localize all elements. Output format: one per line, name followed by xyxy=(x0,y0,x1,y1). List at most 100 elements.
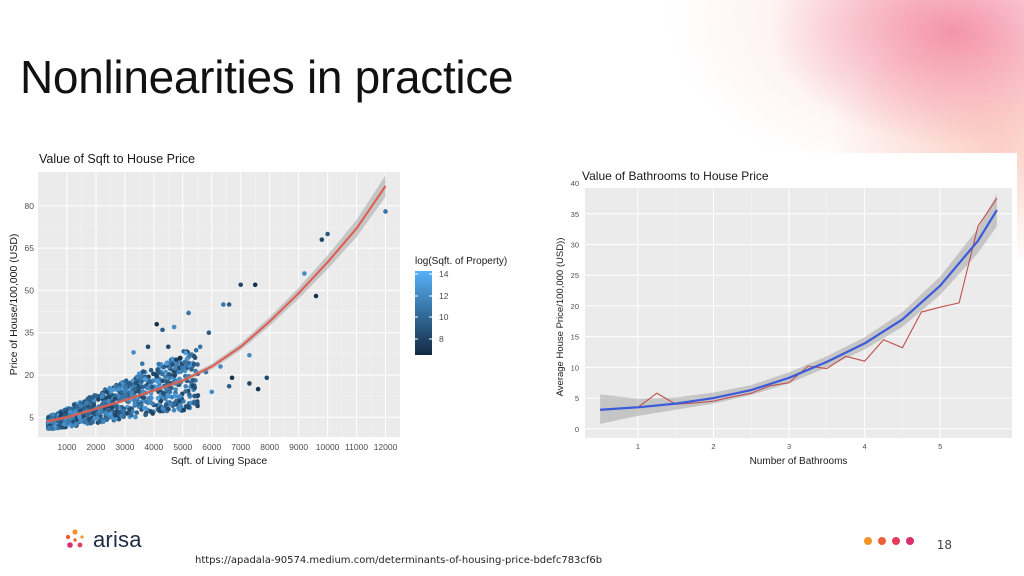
scatter-point xyxy=(121,408,126,414)
accent-dot xyxy=(864,537,872,545)
y-tick-label: 65 xyxy=(25,243,35,253)
scatter-point xyxy=(123,385,128,390)
scatter-point xyxy=(91,402,97,407)
scatter-point xyxy=(78,418,83,424)
scatter-point xyxy=(101,419,106,424)
scatter-point xyxy=(106,398,111,404)
x-tick-label: 12000 xyxy=(374,442,398,452)
slide-title: Nonlinearities in practice xyxy=(20,51,514,103)
x-tick-label: 4000 xyxy=(144,442,163,452)
x-tick-label: 9000 xyxy=(289,442,308,452)
scatter-point xyxy=(191,353,197,359)
scatter-point xyxy=(49,426,55,431)
scatter-point xyxy=(107,411,113,417)
scatter-point xyxy=(96,397,101,402)
y-tick-label: 40 xyxy=(571,179,579,188)
legend-tick-label: 10 xyxy=(439,312,449,322)
scatter-point xyxy=(195,403,200,409)
x-axis-title: Number of Bathrooms xyxy=(750,456,848,465)
scatter-point xyxy=(133,414,138,420)
x-tick-label: 3 xyxy=(787,442,791,451)
scatter-point xyxy=(195,393,201,398)
scatter-point xyxy=(166,406,171,412)
scatter-point xyxy=(172,392,178,398)
scatter-point xyxy=(173,387,178,392)
scatter-point xyxy=(131,350,136,355)
scatter-point xyxy=(159,371,165,377)
scatter-point xyxy=(182,368,188,374)
scatter-point xyxy=(89,395,95,400)
accent-dot xyxy=(892,537,900,545)
scatter-point xyxy=(171,407,177,413)
scatter-point xyxy=(58,410,64,416)
scatter-point xyxy=(226,383,232,389)
scatter-point xyxy=(313,293,319,299)
y-tick-label: 0 xyxy=(575,425,579,434)
sqft-price-chart: Value of Sqft to House Price 1000 2000 3000… xyxy=(0,145,530,475)
y-tick-label: 50 xyxy=(25,285,35,295)
scatter-point xyxy=(325,231,330,237)
scatter-point xyxy=(122,389,127,394)
scatter-point xyxy=(102,399,107,405)
y-tick-label: 30 xyxy=(571,241,579,250)
scatter-point xyxy=(193,347,199,353)
scatter-point xyxy=(98,408,104,413)
scatter-point xyxy=(172,366,178,371)
x-tick-label: 1 xyxy=(636,442,640,451)
scatter-point xyxy=(172,373,177,378)
scatter-point xyxy=(192,401,197,406)
y-tick-label: 5 xyxy=(575,394,579,403)
x-tick-label: 8000 xyxy=(260,442,279,452)
scatter-point xyxy=(99,394,105,399)
legend-tick-label: 14 xyxy=(439,269,449,279)
scatter-point xyxy=(178,402,183,408)
scatter-point xyxy=(164,361,169,366)
scatter-point xyxy=(74,421,79,427)
scatter-point xyxy=(247,381,252,386)
scatter-point xyxy=(95,415,100,421)
scatter-point xyxy=(114,409,120,414)
scatter-point xyxy=(127,382,133,387)
plot-panel xyxy=(585,188,1012,438)
scatter-point xyxy=(190,383,196,389)
x-axis-title: Sqft. of Living Space xyxy=(171,455,267,467)
scatter-point xyxy=(138,402,144,408)
scatter-point xyxy=(145,344,151,350)
scatter-point xyxy=(112,396,118,401)
scatter-point xyxy=(255,386,261,392)
scatter-point xyxy=(264,375,270,381)
scatter-point xyxy=(156,361,161,367)
scatter-point xyxy=(166,344,171,350)
scatter-point xyxy=(116,386,122,392)
scatter-point xyxy=(103,410,109,416)
scatter-point xyxy=(160,378,166,384)
scatter-point xyxy=(134,410,140,415)
scatter-point xyxy=(252,282,258,288)
x-tick-label: 5 xyxy=(938,442,942,451)
scatter-point xyxy=(209,389,215,395)
logo-text: arisa xyxy=(93,527,142,552)
scatter-point xyxy=(139,376,144,381)
scatter-point xyxy=(383,209,388,214)
scatter-point xyxy=(165,392,170,398)
accent-dot xyxy=(878,537,886,545)
scatter-point xyxy=(141,369,146,374)
scatter-point xyxy=(136,388,141,394)
scatter-point xyxy=(77,414,82,420)
scatter-point xyxy=(177,355,183,361)
gridlines xyxy=(585,188,1012,438)
scatter-point xyxy=(65,420,71,425)
x-tick-label: 5000 xyxy=(173,442,192,452)
x-tick-label: 1000 xyxy=(57,442,76,452)
scatter-point xyxy=(147,379,152,384)
scatter-point xyxy=(133,380,139,386)
x-tick-label: 7000 xyxy=(231,442,250,452)
scatter-point xyxy=(129,412,134,418)
scatter-point xyxy=(136,384,141,390)
sqft-price-chart-svg: Value of Sqft to House Price 1000 2000 3000… xyxy=(8,152,507,467)
source-url: https://apadala-90574.medium.com/determi… xyxy=(195,555,603,566)
scatter-point xyxy=(173,357,179,362)
y-axis-title: Average House Price/100,000 (USD)) xyxy=(555,238,566,397)
scatter-point xyxy=(163,402,169,407)
scatter-point xyxy=(139,361,145,367)
